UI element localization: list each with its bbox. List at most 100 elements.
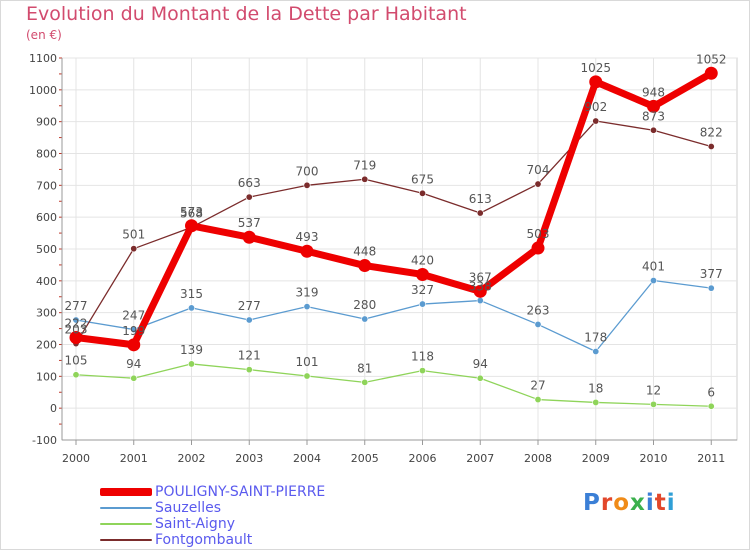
data-point (416, 267, 429, 281)
data-label: 420 (411, 253, 434, 267)
data-point (592, 398, 600, 406)
data-label: 537 (238, 216, 261, 230)
legend-label: Saint-Aigny (155, 515, 235, 532)
legend-swatch (100, 488, 152, 496)
legend-item: Sauzelles (100, 500, 325, 516)
data-point (130, 326, 138, 334)
data-label: 822 (700, 125, 723, 139)
legend-swatch (100, 539, 152, 541)
data-point (188, 304, 196, 312)
data-label: 902 (584, 100, 607, 114)
data-point (531, 241, 545, 255)
data-label: 81 (357, 361, 372, 375)
data-label: 315 (180, 287, 203, 301)
data-label: 873 (642, 109, 665, 123)
data-label: 338 (469, 280, 492, 294)
data-label: 700 (296, 164, 319, 178)
series-line (75, 120, 712, 345)
x-tick-label: 2009 (582, 452, 610, 465)
x-tick-label: 2001 (120, 452, 148, 465)
data-point (592, 117, 600, 125)
data-point (707, 284, 715, 292)
x-tick-label: 2006 (409, 452, 437, 465)
data-point (303, 303, 311, 311)
data-point (300, 244, 314, 258)
series-line (75, 279, 712, 353)
legend-label: Fontgombault (155, 531, 253, 548)
y-tick-label: 500 (36, 243, 57, 256)
data-point (358, 259, 372, 273)
data-point (534, 320, 542, 328)
x-tick-label: 2008 (524, 452, 552, 465)
logo-letter: o (613, 490, 631, 516)
data-label: 573 (180, 205, 203, 219)
data-label: 663 (238, 176, 261, 190)
y-tick-label: 900 (36, 116, 57, 129)
x-tick-label: 2007 (466, 452, 494, 465)
y-tick-label: 1100 (29, 52, 57, 65)
y-tick-label: 1000 (29, 84, 57, 97)
data-point (303, 372, 311, 380)
data-point (127, 338, 141, 352)
data-label: 613 (469, 192, 492, 206)
data-label: 247 (122, 309, 145, 323)
data-label: 367 (469, 270, 492, 284)
data-point (589, 75, 603, 89)
y-tick-label: 600 (36, 211, 57, 224)
logo-letter: i (666, 490, 676, 516)
data-label: 27 (530, 379, 545, 393)
data-label: 1052 (696, 52, 727, 66)
series-line (75, 363, 712, 407)
data-label: 263 (527, 303, 550, 317)
x-tick-label: 2011 (697, 452, 725, 465)
data-label: 1025 (580, 61, 611, 75)
data-point (707, 402, 715, 410)
data-point (707, 142, 715, 150)
data-label: 105 (65, 354, 88, 368)
unit-label: (en €) (26, 28, 62, 42)
data-label: 277 (238, 299, 261, 313)
data-point (130, 245, 138, 253)
data-point (245, 193, 253, 201)
y-tick-label: 800 (36, 148, 57, 161)
y-tick-label: 100 (36, 370, 57, 383)
data-point (69, 330, 83, 344)
data-point (418, 189, 426, 197)
data-point (185, 219, 198, 233)
data-point (534, 180, 542, 188)
data-point (649, 126, 657, 134)
data-label: 493 (296, 230, 319, 244)
legend-item: Fontgombault (100, 532, 325, 548)
data-point (188, 360, 196, 368)
data-label: 121 (238, 349, 261, 363)
x-tick-label: 2002 (178, 452, 206, 465)
data-label: 948 (642, 85, 665, 99)
data-label: 101 (296, 355, 319, 369)
data-label: 280 (353, 298, 376, 312)
x-tick-label: 2000 (62, 452, 90, 465)
chart-title: Evolution du Montant de la Dette par Hab… (26, 3, 467, 25)
data-point (418, 367, 426, 375)
logo-letter: t (654, 490, 667, 516)
data-point (361, 175, 369, 183)
x-tick-label: 2003 (235, 452, 263, 465)
proxiti-logo: Proxiti (583, 490, 676, 516)
data-point (245, 366, 253, 374)
logo-letter: i (645, 490, 655, 516)
data-point (476, 209, 484, 217)
data-label: 199 (122, 324, 145, 338)
x-tick-label: 2004 (293, 452, 321, 465)
data-point (476, 374, 484, 382)
data-label: 503 (527, 227, 550, 241)
data-label: 139 (180, 343, 203, 357)
data-label: 704 (527, 163, 550, 177)
data-label: 448 (353, 245, 376, 259)
data-label: 675 (411, 172, 434, 186)
data-label: 401 (642, 260, 665, 274)
legend-label: POULIGNY-SAINT-PIERRE (155, 483, 326, 500)
logo-letter: r (600, 490, 614, 516)
y-tick-label: 700 (36, 179, 57, 192)
x-tick-label: 2005 (351, 452, 379, 465)
data-label: 377 (700, 267, 723, 281)
